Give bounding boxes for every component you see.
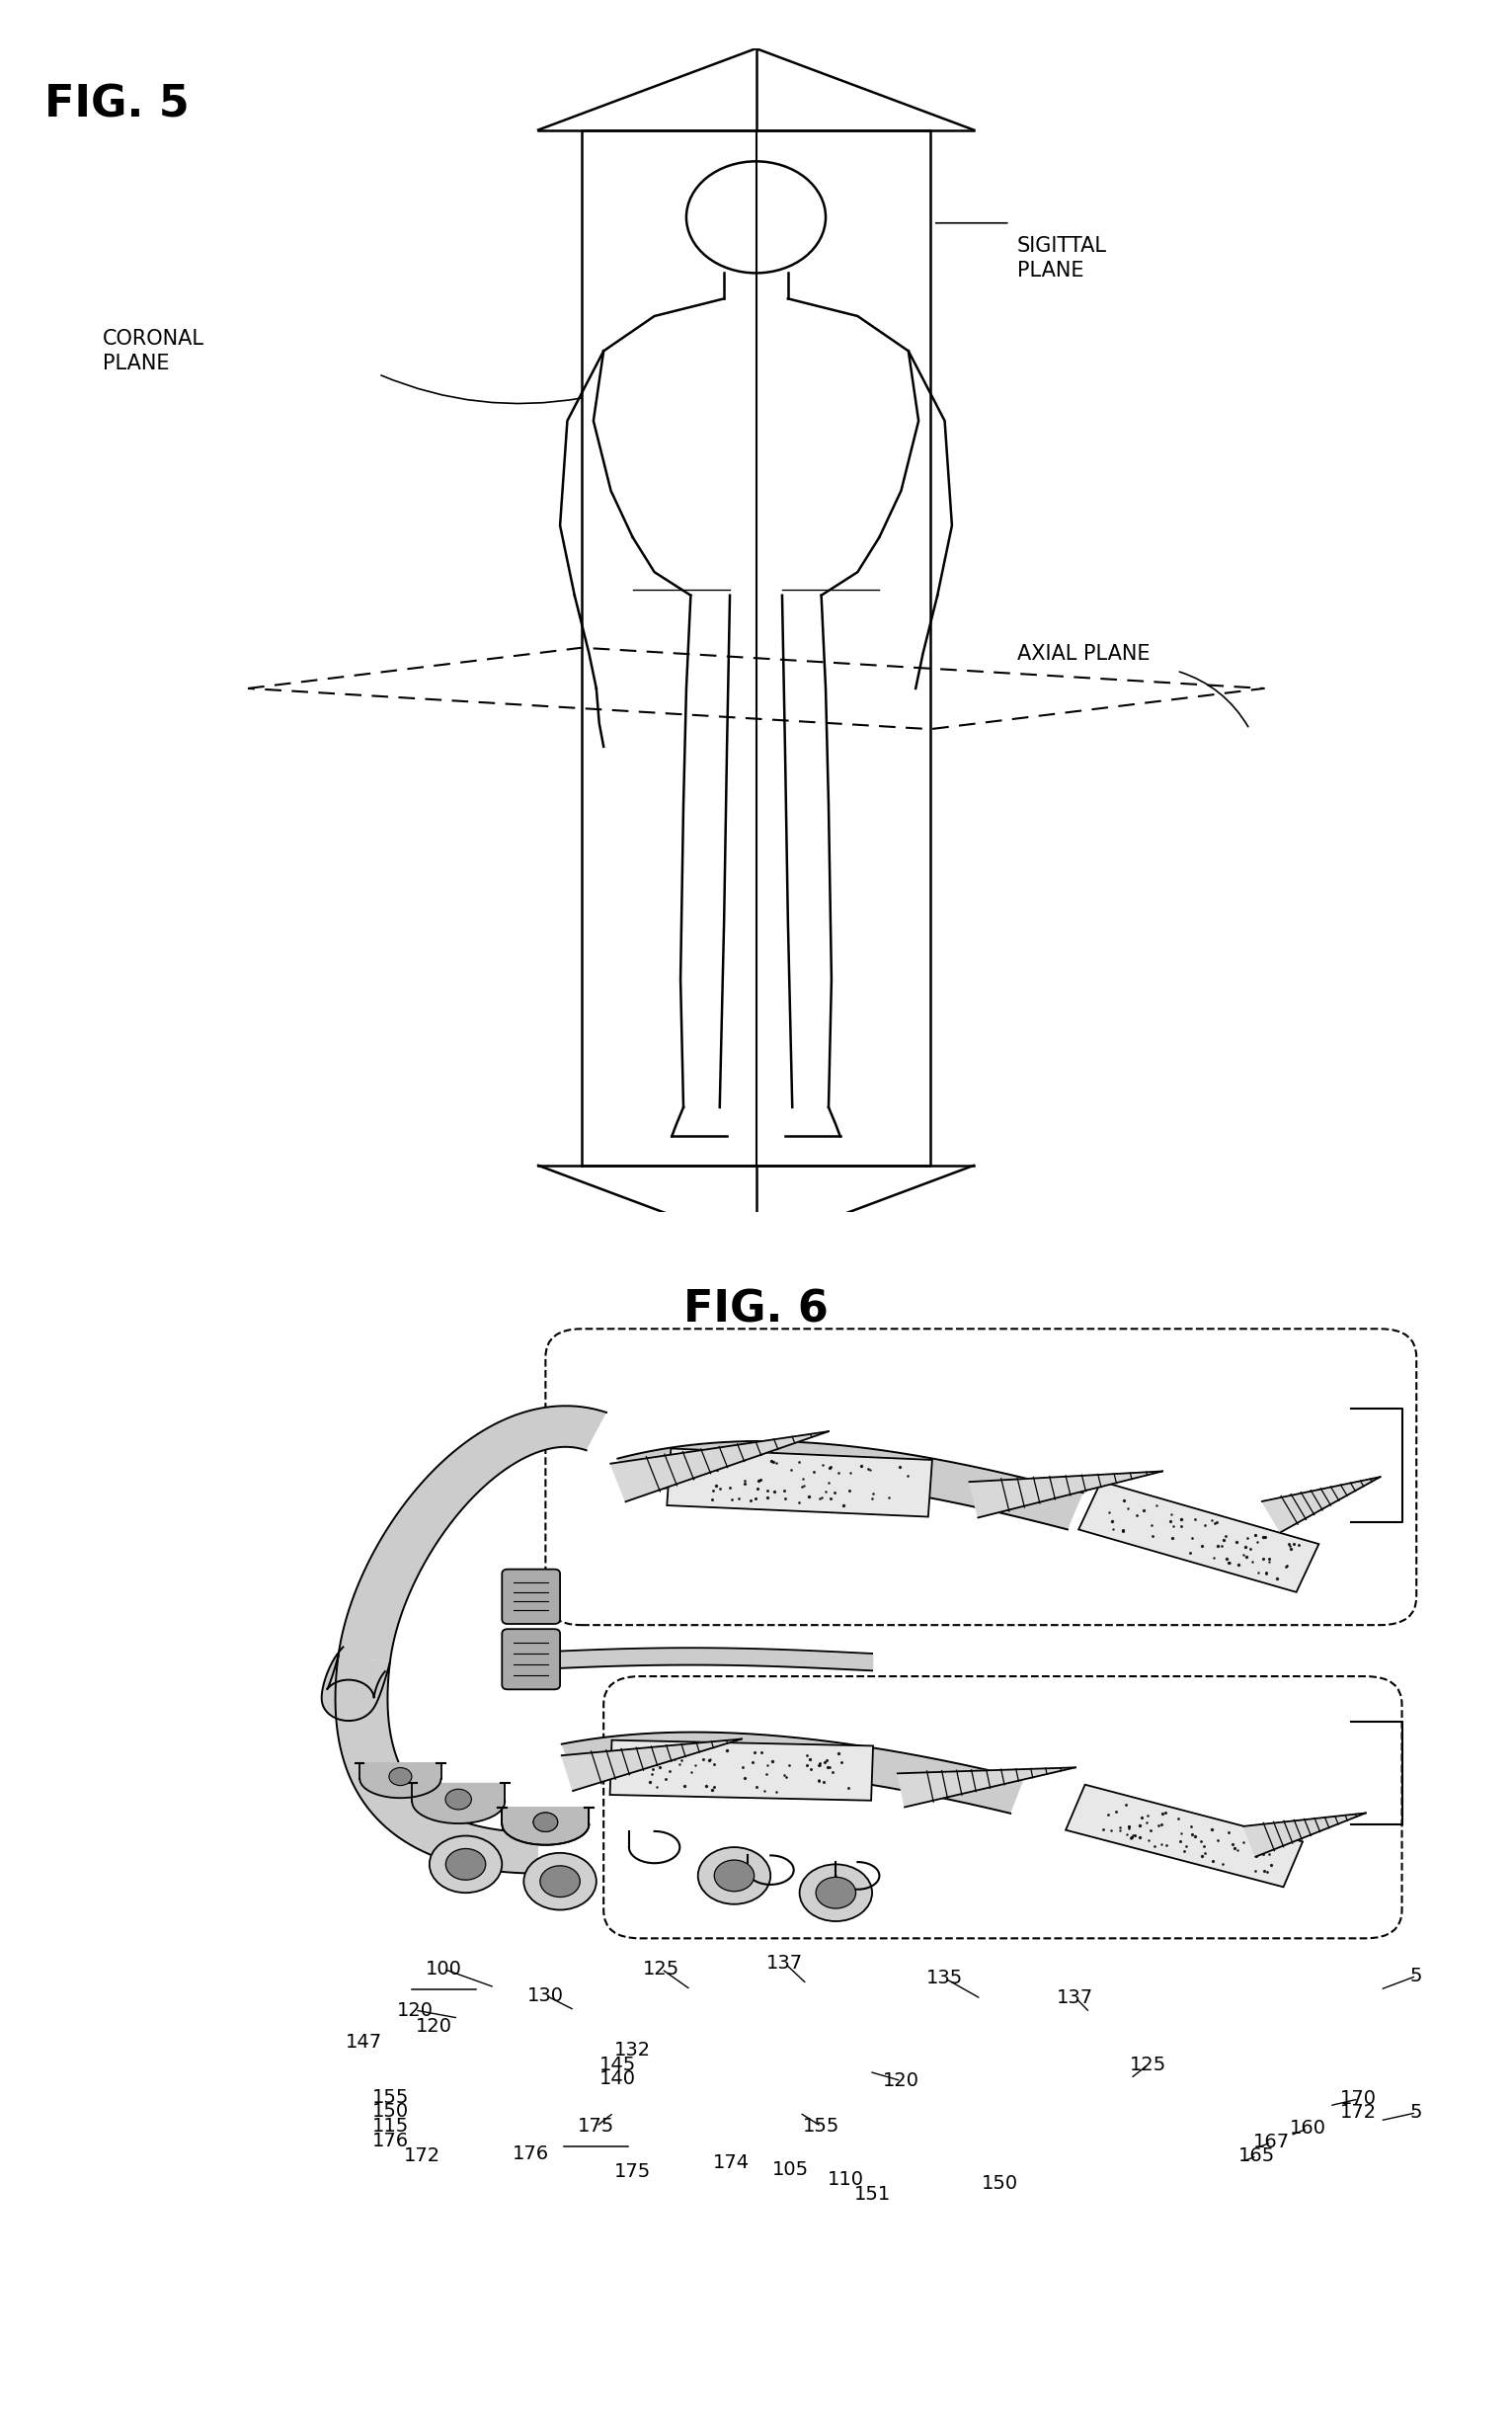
Text: FIG. 5: FIG. 5 [45, 82, 189, 126]
Polygon shape [898, 1767, 1075, 1808]
Text: 140: 140 [600, 2070, 637, 2087]
FancyBboxPatch shape [502, 1629, 559, 1690]
Polygon shape [339, 1406, 606, 1660]
Polygon shape [502, 1808, 590, 1845]
Text: 135: 135 [927, 1968, 963, 1988]
Polygon shape [322, 1646, 390, 1721]
Text: 150: 150 [372, 2102, 408, 2121]
Text: 120: 120 [416, 2017, 452, 2036]
Polygon shape [609, 1740, 872, 1801]
Polygon shape [561, 1738, 741, 1791]
Text: 172: 172 [1340, 2104, 1377, 2121]
Text: 120: 120 [883, 2073, 919, 2089]
Text: SIGITTAL
PLANE: SIGITTAL PLANE [1018, 235, 1107, 281]
Circle shape [446, 1850, 485, 1881]
Polygon shape [411, 1784, 505, 1823]
Text: 155: 155 [372, 2089, 408, 2106]
Text: 172: 172 [404, 2148, 440, 2165]
Text: 175: 175 [614, 2162, 652, 2182]
Text: 132: 132 [614, 2041, 652, 2060]
Polygon shape [1066, 1784, 1303, 1886]
Text: FIG. 6: FIG. 6 [683, 1290, 829, 1331]
Text: AXIAL PLANE: AXIAL PLANE [1018, 645, 1151, 664]
Text: 100: 100 [426, 1959, 463, 1978]
Circle shape [540, 1866, 581, 1898]
Circle shape [816, 1876, 856, 1908]
Circle shape [389, 1767, 411, 1786]
Circle shape [800, 1864, 872, 1922]
Text: 137: 137 [767, 1954, 803, 1973]
FancyBboxPatch shape [502, 1568, 559, 1624]
Text: 151: 151 [854, 2186, 891, 2203]
FancyBboxPatch shape [546, 1328, 1417, 1624]
Polygon shape [1078, 1481, 1318, 1593]
Polygon shape [611, 1430, 829, 1503]
Polygon shape [667, 1450, 933, 1517]
Text: 125: 125 [1129, 2056, 1166, 2075]
FancyBboxPatch shape [603, 1677, 1402, 1939]
Polygon shape [1243, 1813, 1365, 1857]
Text: 176: 176 [513, 2145, 549, 2162]
Circle shape [429, 1835, 502, 1893]
Polygon shape [336, 1658, 538, 1874]
Text: 155: 155 [803, 2116, 839, 2136]
Text: 167: 167 [1253, 2133, 1290, 2153]
Polygon shape [502, 1808, 590, 1845]
Text: 115: 115 [372, 2116, 408, 2136]
Text: 5: 5 [1411, 2104, 1423, 2121]
Text: 5: 5 [1411, 1966, 1423, 1985]
Text: 147: 147 [346, 2034, 383, 2051]
Polygon shape [969, 1471, 1163, 1517]
Polygon shape [1263, 1476, 1380, 1532]
Circle shape [446, 1789, 472, 1811]
Polygon shape [562, 1733, 1024, 1813]
Text: 165: 165 [1238, 2148, 1275, 2165]
Text: 175: 175 [578, 2116, 615, 2136]
Circle shape [699, 1847, 771, 1905]
Text: 150: 150 [981, 2174, 1018, 2194]
Text: 137: 137 [1057, 1988, 1093, 2007]
Text: 170: 170 [1340, 2089, 1376, 2109]
Polygon shape [617, 1442, 1083, 1530]
Text: 145: 145 [600, 2056, 637, 2075]
Text: 130: 130 [528, 1985, 564, 2005]
Text: CORONAL
PLANE: CORONAL PLANE [103, 330, 204, 373]
Circle shape [534, 1813, 558, 1833]
Text: 120: 120 [396, 2000, 432, 2019]
Circle shape [534, 1813, 558, 1833]
Text: 105: 105 [773, 2160, 809, 2179]
Text: 160: 160 [1290, 2119, 1326, 2138]
Text: 176: 176 [372, 2131, 408, 2150]
Text: 174: 174 [714, 2153, 750, 2172]
Circle shape [523, 1852, 596, 1910]
Polygon shape [360, 1762, 442, 1799]
Text: 125: 125 [643, 1959, 680, 1978]
Circle shape [714, 1859, 754, 1891]
Text: 110: 110 [827, 2169, 865, 2189]
